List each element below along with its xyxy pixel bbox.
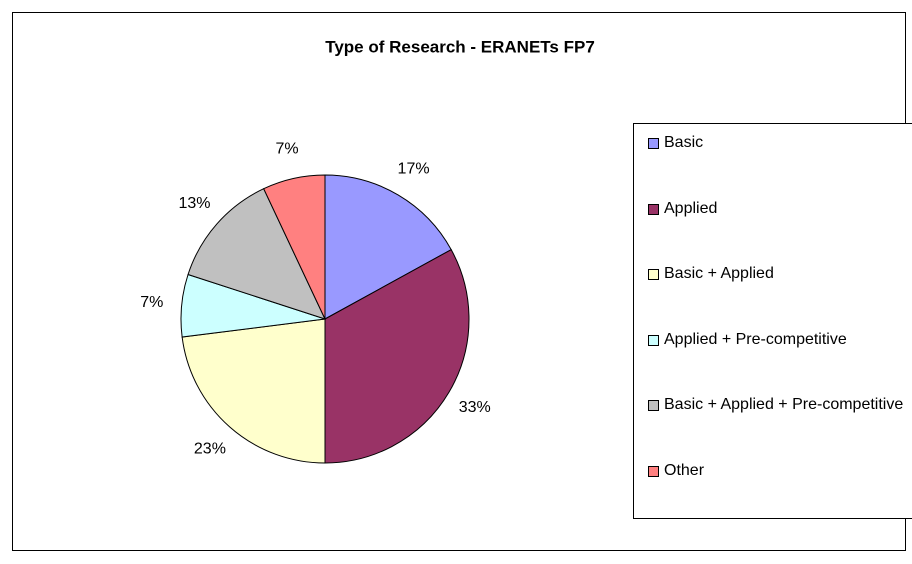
legend-item: Applied + Pre-competitive — [648, 330, 847, 350]
legend-swatch — [648, 334, 659, 346]
legend: Basic Applied Basic + Applied Applied + Pre… — [633, 123, 912, 519]
legend-swatch — [648, 138, 659, 149]
legend-swatch — [648, 203, 659, 215]
data-label: 17% — [398, 160, 430, 177]
pie-slice — [324, 248, 470, 464]
data-label: 7% — [140, 294, 163, 311]
chart-title: Type of Research - ERANETs FP7 — [325, 37, 595, 56]
pie-slice — [187, 188, 326, 320]
legend-item: Basic + Applied + Pre-competitive — [648, 395, 903, 415]
legend-item: Other — [648, 461, 704, 481]
legend-label: Applied — [664, 199, 718, 217]
legend-swatch — [648, 269, 659, 280]
pie-slice — [263, 174, 326, 320]
pie-slice — [181, 318, 326, 464]
legend-label: Basic — [664, 134, 704, 151]
legend-item: Basic — [648, 133, 703, 153]
legend-swatch — [648, 465, 659, 477]
legend-label: Basic + Applied + Pre-competitive — [664, 396, 904, 413]
legend-item: Applied — [648, 199, 717, 219]
legend-item: Basic + Applied — [648, 264, 774, 284]
legend-label: Applied + Pre-competitive — [664, 330, 847, 348]
legend-label: Other — [664, 461, 705, 479]
pie-slice — [324, 174, 452, 320]
legend-swatch — [648, 400, 659, 411]
data-label: 33% — [459, 399, 491, 416]
data-label: 13% — [178, 195, 210, 212]
legend-label: Basic + Applied — [664, 265, 774, 282]
data-label: 23% — [194, 441, 226, 458]
data-label: 7% — [275, 140, 298, 157]
